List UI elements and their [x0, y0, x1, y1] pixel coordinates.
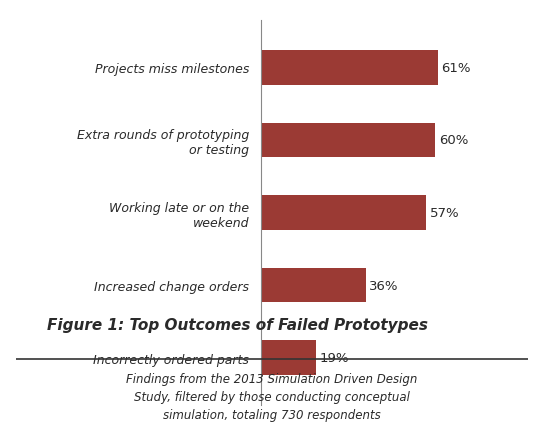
Text: 36%: 36% — [369, 279, 399, 292]
Text: 57%: 57% — [430, 207, 460, 219]
Bar — [261, 340, 316, 375]
Bar — [261, 51, 438, 86]
Bar — [261, 123, 435, 158]
Text: 61%: 61% — [442, 62, 471, 75]
Text: 19%: 19% — [320, 351, 349, 364]
Bar — [261, 268, 366, 303]
Text: 60%: 60% — [438, 134, 468, 147]
Text: Figure 1: Top Outcomes of Failed Prototypes: Figure 1: Top Outcomes of Failed Prototy… — [47, 317, 428, 332]
Bar — [261, 196, 426, 230]
Text: Findings from the 2013 Simulation Driven Design
Study, filtered by those conduct: Findings from the 2013 Simulation Driven… — [126, 372, 418, 421]
